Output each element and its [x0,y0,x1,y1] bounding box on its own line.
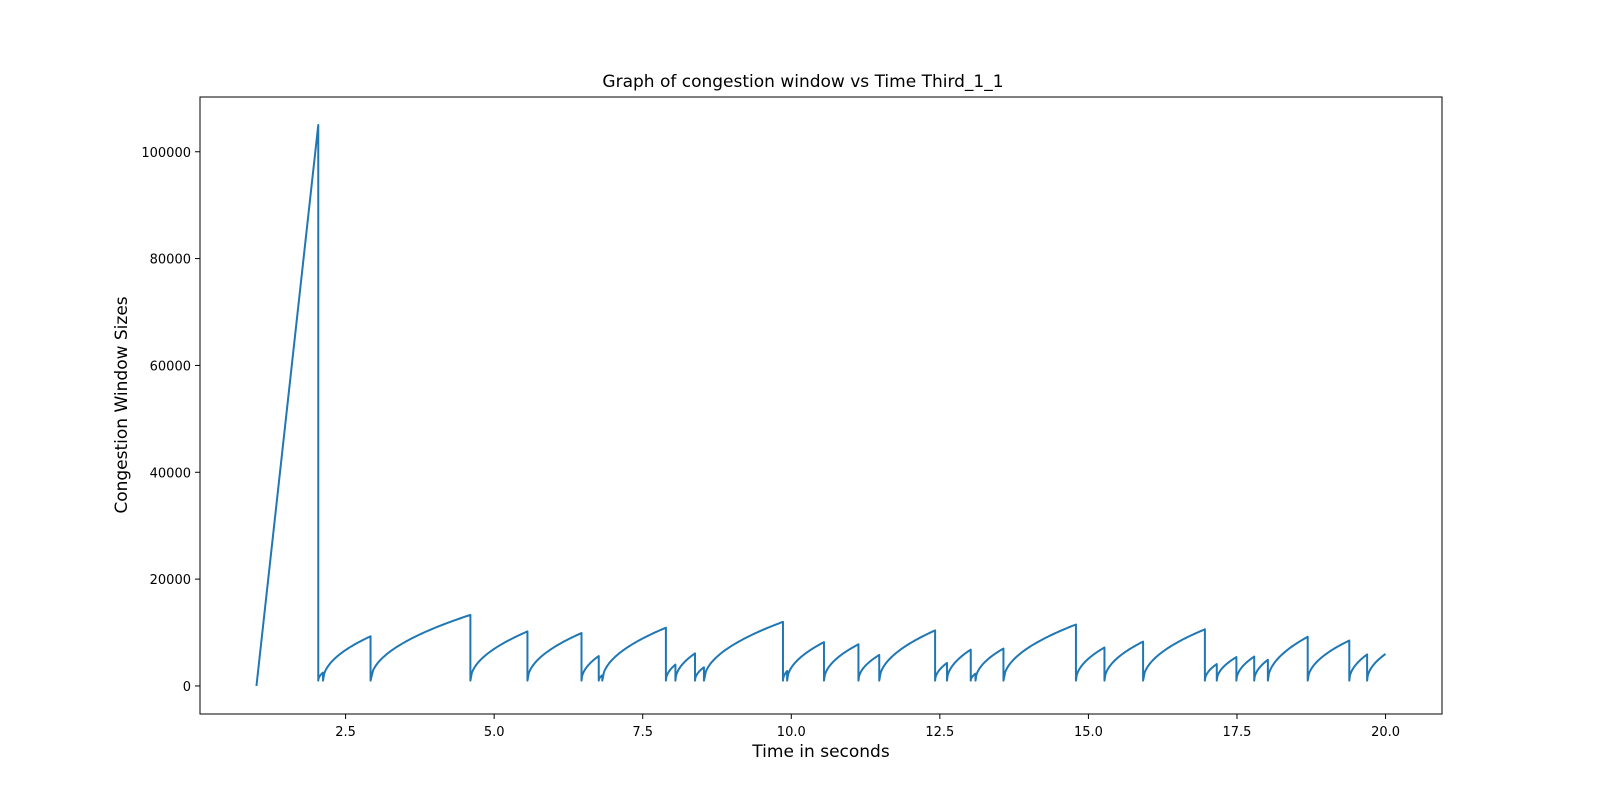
y-tick-label: 100000 [141,146,191,161]
y-tick-label: 80000 [150,253,191,268]
x-tick-label: 5.0 [484,725,505,740]
congestion-window-line [255,124,1387,687]
x-axis-label: Time in seconds [751,742,890,762]
x-tick-label: 20.0 [1371,725,1400,740]
x-tick-label: 7.5 [632,725,653,740]
y-tick-label: 0 [183,680,191,695]
y-tick-label: 20000 [150,573,191,588]
x-axis-ticks: 2.5 5.0 7.5 10.0 12.5 15.0 17.5 20.0 [335,714,1400,740]
y-axis-label: Congestion Window Sizes [112,296,132,513]
plot-area [255,124,1387,687]
x-tick-label: 10.0 [777,725,806,740]
plot-frame [199,96,1443,715]
x-tick-label: 2.5 [335,725,356,740]
x-tick-label: 12.5 [925,725,954,740]
x-tick-label: 15.0 [1074,725,1103,740]
chart-title: Graph of congestion window vs Time Third… [602,72,1003,92]
y-axis-ticks: 0 20000 40000 60000 80000 100000 [141,146,200,695]
x-tick-label: 17.5 [1223,725,1252,740]
y-tick-label: 60000 [150,359,191,374]
y-tick-label: 40000 [150,466,191,481]
